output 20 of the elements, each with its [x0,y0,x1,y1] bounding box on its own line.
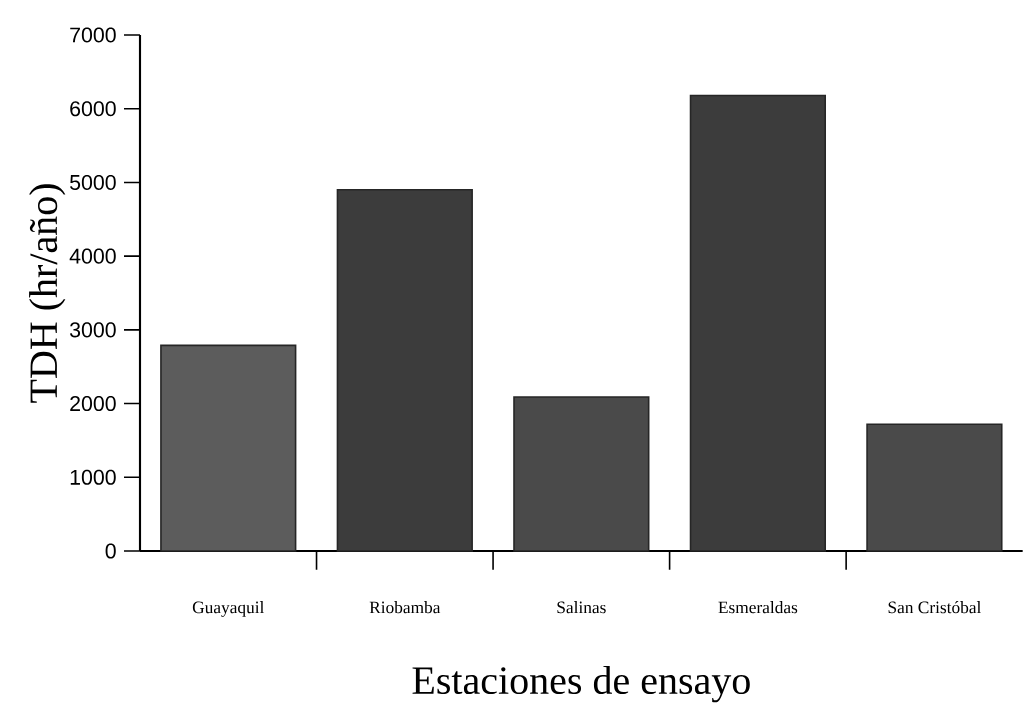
x-axis-title: Estaciones de ensayo [412,665,750,703]
y-tick-label: 4000 [69,248,116,264]
x-tick-label: Guayaquil [192,601,265,617]
bar [160,344,297,552]
y-tick-label: 2000 [70,396,116,412]
y-tick-label: 0 [105,543,116,559]
x-tick-label: Riobamba [369,601,441,614]
y-tick-label: 7000 [70,27,116,43]
bar [513,396,650,552]
y-tick-label: 1000 [70,469,116,485]
y-tick-label: 3000 [69,322,116,338]
bar [336,189,473,552]
bar [689,94,826,552]
x-tick-label: Esmeraldas [718,601,798,614]
bar [866,423,1003,552]
y-tick-label: 5000 [70,174,116,190]
y-axis-title: TDH (hr/año) [29,184,66,403]
x-tick-label: San Cristóbal [888,601,982,614]
x-tick-label: Salinas [557,601,606,614]
y-tick-label: 6000 [70,101,116,117]
